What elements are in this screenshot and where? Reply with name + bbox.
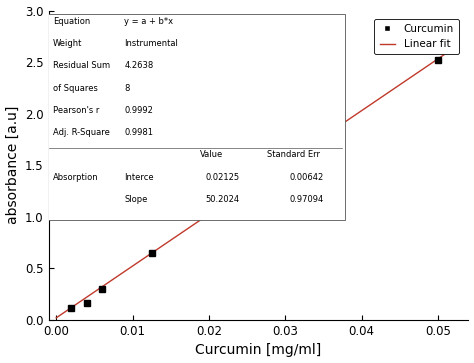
Text: Slope: Slope [124, 195, 147, 204]
X-axis label: Curcumin [mg/ml]: Curcumin [mg/ml] [195, 343, 322, 358]
Text: 8: 8 [124, 83, 129, 93]
Text: Standard Err: Standard Err [267, 150, 320, 159]
Text: Absorption: Absorption [53, 173, 99, 182]
Text: 0.00642: 0.00642 [289, 173, 324, 182]
Legend: Curcumin, Linear fit: Curcumin, Linear fit [374, 19, 459, 54]
Text: 0.02125: 0.02125 [206, 173, 240, 182]
Text: Instrumental: Instrumental [124, 39, 178, 48]
Y-axis label: absorbance [a.u]: absorbance [a.u] [6, 106, 19, 224]
Text: Equation: Equation [53, 17, 90, 26]
Text: 0.9992: 0.9992 [124, 106, 153, 115]
Text: 50.2024: 50.2024 [206, 195, 240, 204]
Text: Interce: Interce [124, 173, 154, 182]
Text: 0.9981: 0.9981 [124, 128, 153, 137]
Text: 0.97094: 0.97094 [289, 195, 324, 204]
Text: Pearson's r: Pearson's r [53, 106, 99, 115]
Text: of Squares: of Squares [53, 83, 98, 93]
Text: Weight: Weight [53, 39, 82, 48]
FancyBboxPatch shape [46, 14, 345, 220]
Text: Residual Sum: Residual Sum [53, 61, 110, 70]
Text: y = a + b*x: y = a + b*x [124, 17, 173, 26]
Text: 4.2638: 4.2638 [124, 61, 154, 70]
Text: Value: Value [200, 150, 223, 159]
Text: Adj. R-Square: Adj. R-Square [53, 128, 109, 137]
